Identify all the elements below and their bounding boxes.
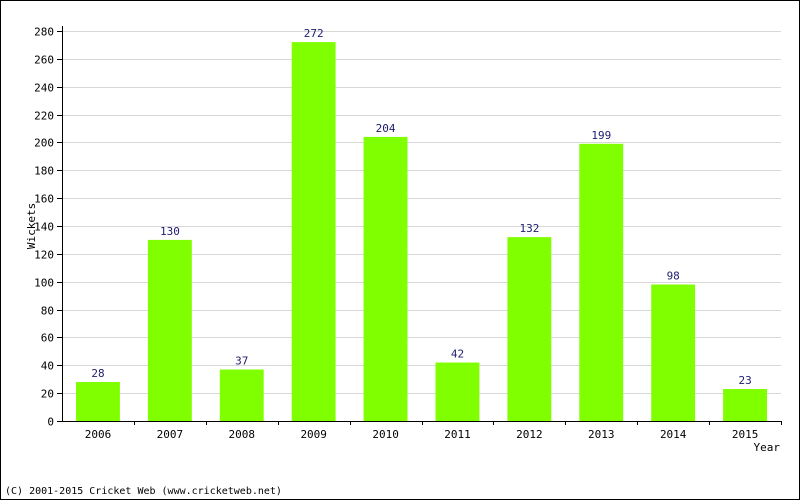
y-tick-label: 140 (34, 221, 54, 234)
data-label-2009: 272 (304, 27, 324, 40)
data-label-2006: 28 (91, 367, 104, 380)
data-label-2015: 23 (738, 374, 751, 387)
y-tick-label: 220 (34, 110, 54, 123)
x-axis-title: Year (754, 441, 781, 454)
y-tick-label: 260 (34, 54, 54, 67)
bar-2009 (291, 42, 336, 421)
x-tick-label-2010: 2010 (372, 428, 399, 441)
x-tick-label-2012: 2012 (516, 428, 543, 441)
data-label-2011: 42 (451, 348, 464, 361)
copyright-footer: (C) 2001-2015 Cricket Web (www.cricketwe… (5, 486, 282, 497)
data-label-2013: 199 (591, 129, 611, 142)
x-tick-label-2013: 2013 (588, 428, 615, 441)
bar-2011 (435, 362, 480, 421)
y-tick-label: 60 (41, 332, 54, 345)
y-axis-title: Wickets (25, 203, 38, 249)
y-tick-label: 200 (34, 137, 54, 150)
data-label-2014: 98 (667, 270, 680, 283)
x-tick-label-2007: 2007 (157, 428, 184, 441)
y-tick-label: 40 (41, 360, 54, 373)
bar-2012 (507, 237, 552, 421)
x-tick-label-2014: 2014 (660, 428, 687, 441)
x-tick-label-2011: 2011 (444, 428, 471, 441)
bar-2007 (147, 239, 192, 421)
bar-2008 (219, 369, 264, 421)
y-tick-label: 0 (47, 416, 54, 429)
y-tick-label: 20 (41, 388, 54, 401)
bar-2013 (579, 143, 624, 422)
data-label-2007: 130 (160, 225, 180, 238)
data-label-2008: 37 (235, 355, 248, 368)
y-tick-label: 80 (41, 305, 54, 318)
bars (76, 42, 767, 422)
data-label-2012: 132 (519, 222, 539, 235)
y-tick-label: 160 (34, 193, 54, 206)
y-tick-label: 120 (34, 249, 54, 262)
y-tick-label: 240 (34, 82, 54, 95)
x-tick-label-2006: 2006 (85, 428, 112, 441)
y-tick-label: 280 (34, 26, 54, 39)
y-tick-label: 180 (34, 165, 54, 178)
labels: 0 20 40 60 80 100 120 140 160 180 200 220 240 260 280 2… (34, 26, 758, 442)
data-label-2010: 204 (376, 122, 396, 135)
x-tick-label-2008: 2008 (229, 428, 256, 441)
axes (57, 26, 782, 425)
bar-2014 (651, 284, 696, 421)
x-tick-label-2009: 2009 (300, 428, 327, 441)
y-tick-label: 100 (34, 277, 54, 290)
bar-2010 (363, 136, 408, 421)
bar-2015 (723, 389, 767, 421)
bar-2006 (76, 382, 120, 421)
x-tick-label-2015: 2015 (732, 428, 759, 441)
